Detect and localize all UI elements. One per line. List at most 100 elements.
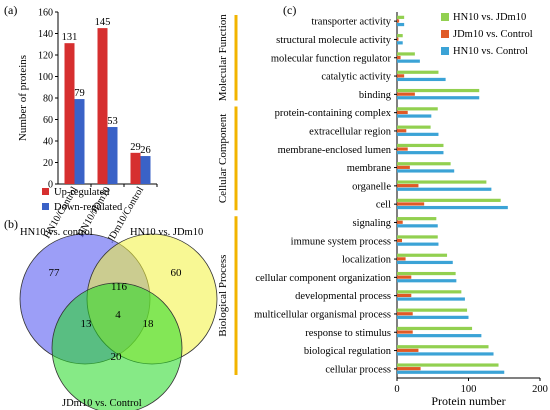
bar xyxy=(397,367,421,371)
y-tick-label: 140 xyxy=(38,29,53,40)
venn-region-count: 4 xyxy=(115,309,121,321)
bar xyxy=(397,293,412,298)
venn-region-count: 60 xyxy=(171,267,183,279)
legend-label: Up-regulated xyxy=(54,187,110,198)
data-label: 131 xyxy=(62,32,78,43)
bar-down xyxy=(140,156,151,184)
venn-set-label: HN10 vs. JDm10 xyxy=(130,227,203,238)
bar xyxy=(397,217,437,221)
bar xyxy=(397,235,438,239)
bar-up xyxy=(130,152,141,184)
bar xyxy=(397,34,403,38)
data-label: 53 xyxy=(107,116,118,127)
x-tick-label: 200 xyxy=(532,384,548,395)
bar xyxy=(397,330,413,334)
category-label: organelle xyxy=(352,181,391,192)
bar-up xyxy=(64,43,75,184)
data-label: 29 xyxy=(130,142,141,153)
category-label: cellular process xyxy=(325,364,391,375)
category-label: signaling xyxy=(353,218,392,229)
x-axis-label: Protein number xyxy=(431,394,505,408)
bar xyxy=(397,41,403,45)
bar xyxy=(397,352,494,356)
bar xyxy=(397,169,455,173)
bar xyxy=(397,187,492,191)
bar xyxy=(397,165,410,169)
category-label: structural molecule activity xyxy=(276,35,392,46)
bar xyxy=(397,297,465,301)
bar xyxy=(397,279,457,283)
category-label: developmental process xyxy=(295,291,391,302)
category-label: extracellular region xyxy=(309,126,392,137)
x-tick-label: 100 xyxy=(461,384,477,395)
bar xyxy=(397,55,401,60)
venn-region-count: 77 xyxy=(49,267,61,279)
go-enrichment-chart: 0 100 200 Protein number transporter activit… xyxy=(217,12,548,408)
venn-region-count: 20 xyxy=(111,351,123,363)
bar xyxy=(397,370,505,374)
category-label: localization xyxy=(342,255,392,266)
legend-label: Down-regulated xyxy=(54,202,123,213)
category-label: membrane xyxy=(347,163,392,174)
bar xyxy=(397,114,432,118)
bar xyxy=(397,257,406,261)
bar xyxy=(397,59,420,63)
bar xyxy=(397,74,405,78)
panel-b-label: (b) xyxy=(4,217,18,231)
bar xyxy=(397,92,415,96)
category-label: cell xyxy=(376,200,391,211)
bar xyxy=(397,271,456,276)
bar-down xyxy=(107,127,118,184)
panel-a-label: (a) xyxy=(4,3,17,17)
category-label: molecular function regulator xyxy=(271,53,392,64)
x-tick-label: 0 xyxy=(394,384,399,395)
bar xyxy=(397,180,487,184)
venn-region-count: 18 xyxy=(143,318,155,330)
y-tick-label: 0 xyxy=(48,180,53,191)
bar xyxy=(397,96,480,100)
bar xyxy=(397,290,462,294)
legend-swatch xyxy=(441,30,449,38)
data-label: 26 xyxy=(140,145,151,156)
venn-set-label: HN10 vs. control xyxy=(20,227,93,238)
bar xyxy=(397,202,425,206)
legend-swatch xyxy=(441,13,449,21)
legend-swatch xyxy=(42,188,49,195)
bar xyxy=(397,125,431,129)
group-label: Biological Process xyxy=(217,255,229,337)
category-label: protein-containing complex xyxy=(275,108,392,119)
legend-swatch xyxy=(42,203,49,210)
data-label: 79 xyxy=(74,88,85,99)
y-tick-label: 100 xyxy=(38,72,53,83)
y-tick-label: 20 xyxy=(43,158,53,169)
y-tick-label: 60 xyxy=(43,115,53,126)
bar-chart-regulation: 0 20 40 60 80 100 120 140 160 Number of proteins 1… xyxy=(17,8,158,244)
legend-label: HN10 vs. JDm10 xyxy=(453,12,526,23)
panel-c-label: (c) xyxy=(283,3,296,17)
bar xyxy=(397,77,446,82)
bar xyxy=(397,312,413,316)
bar xyxy=(397,147,408,151)
category-label: biological regulation xyxy=(304,346,392,357)
venn-region-count: 13 xyxy=(81,318,93,330)
y-tick-label: 80 xyxy=(43,94,53,105)
bar-down xyxy=(74,99,85,184)
data-label: 145 xyxy=(95,17,111,28)
bar xyxy=(397,275,412,279)
legend-label: JDm10 vs. Control xyxy=(453,29,533,40)
legend-swatch xyxy=(441,47,449,55)
bar xyxy=(397,151,444,155)
venn-set-circle xyxy=(51,282,183,410)
bar xyxy=(397,22,405,27)
category-label: cellular component organization xyxy=(255,273,391,284)
bar xyxy=(397,348,419,352)
bar xyxy=(397,162,451,166)
bar xyxy=(397,315,469,319)
bar xyxy=(397,143,444,148)
bar xyxy=(397,224,438,228)
y-axis-label: Number of proteins xyxy=(17,55,29,141)
bar xyxy=(397,37,399,41)
bar xyxy=(397,238,403,243)
bar-up xyxy=(97,28,108,184)
